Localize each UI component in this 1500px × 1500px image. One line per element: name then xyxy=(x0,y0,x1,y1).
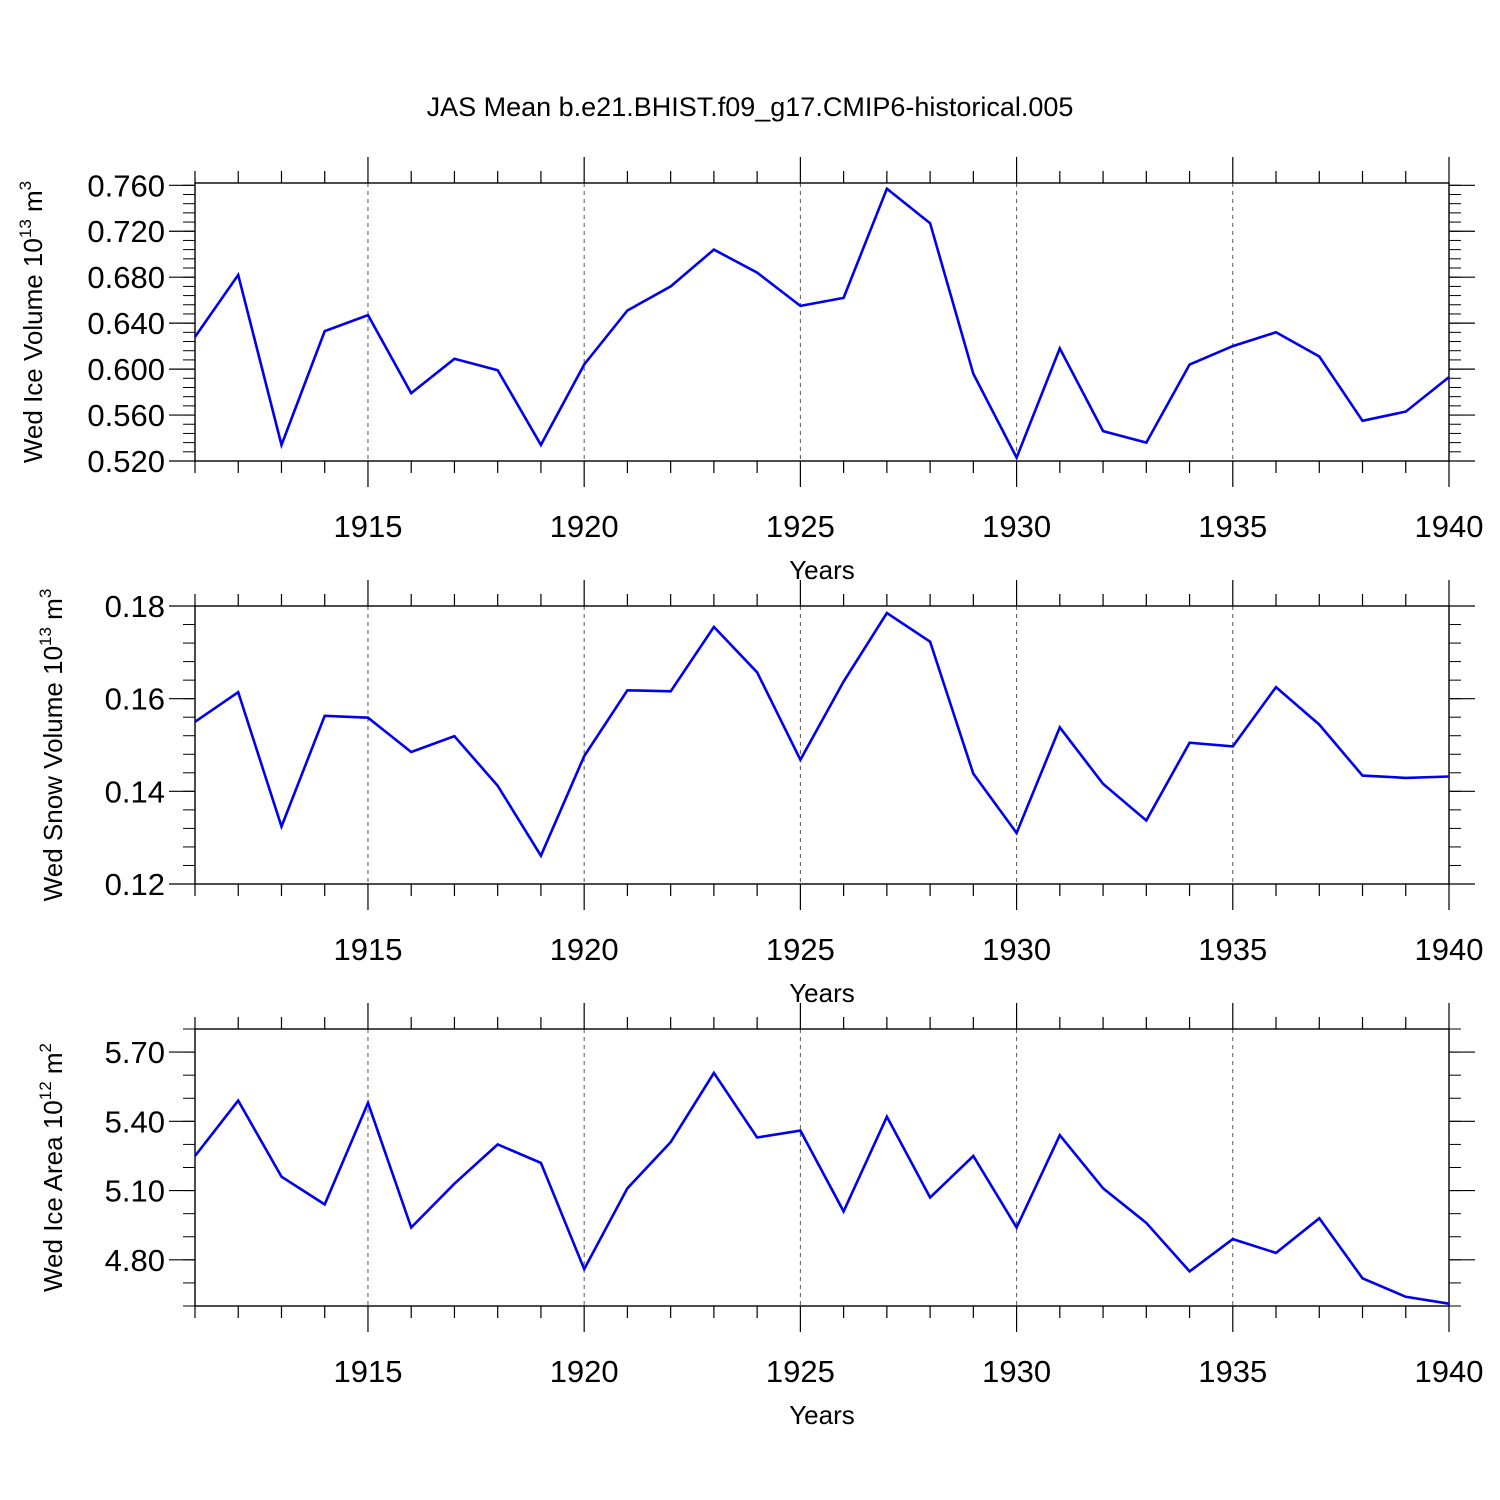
y-tick-label: 0.520 xyxy=(87,444,165,479)
x-tick-label: 1935 xyxy=(1198,932,1267,967)
series-line xyxy=(193,186,1450,461)
y-tick-label: 4.80 xyxy=(105,1243,165,1278)
y-axis-label-exponent: 13 xyxy=(16,219,35,238)
y-tick-label: 0.640 xyxy=(87,306,165,341)
y-tick-label: 0.720 xyxy=(87,214,165,249)
y-tick-label: 5.40 xyxy=(105,1104,165,1139)
y-axis-label-main: Wed Ice Area 10 xyxy=(38,1100,68,1292)
y-axis-label-main: Wed Ice Volume 10 xyxy=(18,238,48,463)
x-tick-label: 1940 xyxy=(1415,1354,1484,1389)
x-tick-label: 1915 xyxy=(333,1354,402,1389)
panel-3: 4.80 5.10 5.40 5.70 1915 1920 1925 1930 1935 1940… xyxy=(36,1003,1483,1430)
y-axis-label-main: Wed Snow Volume 10 xyxy=(38,646,68,901)
x-tick-label: 1920 xyxy=(550,1354,619,1389)
x-tick-label: 1940 xyxy=(1415,932,1484,967)
y-axis-label-unit-exponent: 3 xyxy=(16,181,35,190)
y-tick-label: 0.600 xyxy=(87,352,165,387)
y-axis-label-exponent: 13 xyxy=(36,627,55,646)
x-tick-label: 1930 xyxy=(982,509,1051,544)
y-axis-label-unit: m xyxy=(38,1052,68,1081)
y-tick-label: 5.70 xyxy=(105,1035,165,1070)
y-axis-label-unit: m xyxy=(38,598,68,627)
x-tick-label: 1930 xyxy=(982,932,1051,967)
y-axis-label: Wed Ice Area 1012 m2 xyxy=(36,1043,68,1292)
x-tick-label: 1920 xyxy=(550,932,619,967)
x-tick-label: 1925 xyxy=(766,509,835,544)
x-tick-label: 1935 xyxy=(1198,1354,1267,1389)
y-axis-label: Wed Snow Volume 1013 m3 xyxy=(36,589,68,902)
panel-2: 0.12 0.14 0.16 0.18 1915 1920 1925 1930 1935 1940… xyxy=(36,580,1483,1008)
plot-frame xyxy=(194,182,1450,462)
x-axis-label: Years xyxy=(789,555,855,585)
x-tick-label: 1925 xyxy=(766,1354,835,1389)
x-tick-label: 1920 xyxy=(550,509,619,544)
panel-1: 0.520 0.560 0.600 0.640 0.680 0.720 0.760 1915 1… xyxy=(16,157,1483,585)
y-tick-label: 0.760 xyxy=(87,168,165,203)
x-axis-label: Years xyxy=(789,978,855,1008)
x-tick-label: 1935 xyxy=(1198,509,1267,544)
series-line xyxy=(193,1070,1450,1305)
x-tick-label: 1925 xyxy=(766,932,835,967)
x-tick-label: 1930 xyxy=(982,1354,1051,1389)
y-axis-label: Wed Ice Volume 1013 m3 xyxy=(16,181,48,463)
x-tick-label: 1940 xyxy=(1415,509,1484,544)
chart-title: JAS Mean b.e21.BHIST.f09_g17.CMIP6-histo… xyxy=(426,92,1074,122)
plot-frame xyxy=(194,1028,1450,1307)
y-axis-label-exponent: 12 xyxy=(36,1081,55,1100)
y-tick-label: 0.14 xyxy=(105,774,165,809)
y-tick-label: 0.680 xyxy=(87,260,165,295)
x-tick-label: 1915 xyxy=(333,509,402,544)
y-tick-label: 0.560 xyxy=(87,398,165,433)
series-line xyxy=(194,611,1450,859)
y-axis-label-unit-exponent: 3 xyxy=(36,589,55,598)
y-tick-label: 5.10 xyxy=(105,1174,165,1209)
x-axis-label: Years xyxy=(789,1400,855,1430)
x-tick-label: 1915 xyxy=(333,932,402,967)
y-tick-label: 0.18 xyxy=(105,589,165,624)
y-axis-label-unit: m xyxy=(18,190,48,219)
plot-frame xyxy=(194,605,1450,885)
y-axis-label-unit-exponent: 2 xyxy=(36,1043,55,1052)
y-tick-label: 0.16 xyxy=(105,682,165,717)
y-tick-label: 0.12 xyxy=(105,867,165,902)
